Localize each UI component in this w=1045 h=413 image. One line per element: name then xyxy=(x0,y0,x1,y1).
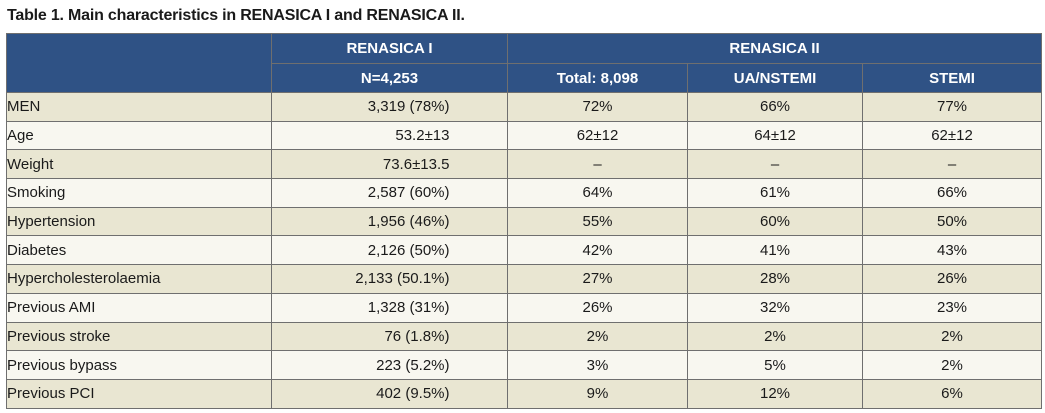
table-body: MEN 3,319 (78%) 72% 66% 77% Age 53.2±13 62±12 64… xyxy=(6,92,1043,409)
renasica-1-cell: 223 (5.2%) xyxy=(271,350,508,380)
renasica-1-value: 2,587 (60%) xyxy=(367,184,450,202)
header-stemi: STEMI xyxy=(861,63,1043,93)
stemi-cell: 66% xyxy=(861,178,1043,208)
renasica-1-value: 402 (9.5%) xyxy=(376,385,450,403)
ua-nstemi-cell: 12% xyxy=(687,378,863,409)
renasica-1-value: 53.2±13 xyxy=(395,127,450,145)
total-cell: 55% xyxy=(507,206,688,237)
stemi-cell: 62±12 xyxy=(861,120,1043,151)
header-ua-nstemi: UA/NSTEMI xyxy=(687,63,863,93)
row-label-cell: Hypertension xyxy=(6,206,272,237)
row-label-cell: Weight xyxy=(6,149,272,180)
renasica-1-cell: 1,956 (46%) xyxy=(271,206,508,237)
ua-nstemi-cell: 64±12 xyxy=(687,120,863,151)
ua-nstemi-cell: – xyxy=(687,149,863,180)
row-label-cell: Previous PCI xyxy=(6,378,272,409)
stemi-cell: 6% xyxy=(861,378,1043,409)
total-cell: 64% xyxy=(507,178,688,208)
renasica-1-value: 1,328 (31%) xyxy=(367,299,450,317)
renasica-1-value: 223 (5.2%) xyxy=(376,356,450,374)
header-row-subgroups: N=4,253 Total: 8,098 UA/NSTEMI STEMI xyxy=(7,63,1043,93)
renasica-1-value: 2,133 (50.1%) xyxy=(355,270,450,288)
ua-nstemi-cell: 66% xyxy=(687,92,863,122)
total-cell: 27% xyxy=(507,264,688,294)
renasica-1-cell: 3,319 (78%) xyxy=(271,92,508,122)
table-row: Hypertension 1,956 (46%) 55% 60% 50% xyxy=(6,206,1043,237)
renasica-1-value: 73.6±13.5 xyxy=(382,155,450,173)
renasica-1-cell: 76 (1.8%) xyxy=(271,321,508,352)
table-row: Age 53.2±13 62±12 64±12 62±12 xyxy=(6,120,1043,151)
row-label-cell: Age xyxy=(6,120,272,151)
stemi-cell: 26% xyxy=(861,264,1043,294)
header-renasica-1: RENASICA I xyxy=(271,33,508,64)
total-cell: 3% xyxy=(507,350,688,380)
header-renasica-2: RENASICA II xyxy=(506,33,1043,64)
table-row: Previous bypass 223 (5.2%) 3% 5% 2% xyxy=(6,350,1043,380)
renasica-1-cell: 1,328 (31%) xyxy=(271,292,508,323)
table-row: Smoking 2,587 (60%) 64% 61% 66% xyxy=(6,178,1043,208)
row-label-cell: Previous stroke xyxy=(6,321,272,352)
ua-nstemi-cell: 60% xyxy=(687,206,863,237)
ua-nstemi-cell: 2% xyxy=(687,321,863,352)
renasica-1-value: 76 (1.8%) xyxy=(384,327,450,345)
ua-nstemi-cell: 5% xyxy=(687,350,863,380)
row-label-cell: Smoking xyxy=(6,178,272,208)
ua-nstemi-cell: 41% xyxy=(687,235,863,266)
total-cell: 2% xyxy=(507,321,688,352)
renasica-1-cell: 53.2±13 xyxy=(271,120,508,151)
stemi-cell: 2% xyxy=(861,321,1043,352)
ua-nstemi-cell: 28% xyxy=(687,264,863,294)
table-row: Weight 73.6±13.5– – – xyxy=(6,149,1043,180)
renasica-1-cell: 402 (9.5%) xyxy=(271,378,508,409)
renasica-1-cell: 2,126 (50%) xyxy=(271,235,508,266)
total-cell: 62±12 xyxy=(507,120,688,151)
table-row: Previous stroke 76 (1.8%) 2% 2% 2% xyxy=(6,321,1043,352)
total-cell: 9% xyxy=(507,378,688,409)
ua-nstemi-cell: 61% xyxy=(687,178,863,208)
table-row: MEN 3,319 (78%) 72% 66% 77% xyxy=(6,92,1043,122)
row-label-cell: Previous AMI xyxy=(6,292,272,323)
renasica-1-value: 3,319 (78%) xyxy=(367,98,450,116)
renasica-1-cell: 2,587 (60%) xyxy=(271,178,508,208)
renasica-1-cell: 73.6±13.5 xyxy=(271,149,508,180)
total-cell: – xyxy=(507,149,688,180)
row-label-cell: Diabetes xyxy=(6,235,272,266)
row-label-cell: Hypercholesterolaemia xyxy=(6,264,272,294)
stemi-cell: – xyxy=(861,149,1043,180)
renasica-1-cell: 2,133 (50.1%) xyxy=(271,264,508,294)
header-row-groups: RENASICA I RENASICA II xyxy=(6,33,1043,93)
stemi-cell: 23% xyxy=(861,292,1043,323)
table-row: Hypercholesterolaemia 2,133 (50.1%) 27% 28%… xyxy=(6,264,1043,294)
ua-nstemi-cell: 32% xyxy=(687,292,863,323)
header-corner-cell xyxy=(6,33,272,93)
table-row: Previous PCI 402 (9.5%) 9% 12% 6% xyxy=(6,378,1043,409)
stemi-cell: 50% xyxy=(861,206,1043,237)
renasica-1-value: 2,126 (50%) xyxy=(367,241,450,259)
table-row: Diabetes 2,126 (50%) 42% 41% 43% xyxy=(6,235,1043,266)
total-cell: 26% xyxy=(507,292,688,323)
total-cell: 72% xyxy=(507,92,688,122)
stemi-cell: 2% xyxy=(861,350,1043,380)
header-n-renasica-1: N=4,253 xyxy=(271,63,508,93)
characteristics-table: RENASICA I RENASICA II N=4,253 Total: 8,… xyxy=(6,33,1043,409)
header-total: Total: 8,098 xyxy=(507,63,688,93)
stemi-cell: 43% xyxy=(861,235,1043,266)
row-label-cell: Previous bypass xyxy=(6,350,272,380)
renasica-1-value: 1,956 (46%) xyxy=(367,213,450,231)
total-cell: 42% xyxy=(507,235,688,266)
table-caption: Table 1. Main characteristics in RENASIC… xyxy=(7,7,465,24)
table-row: Previous AMI 1,328 (31%) 26% 32% 23% xyxy=(6,292,1043,323)
stemi-cell: 77% xyxy=(861,92,1043,122)
row-label-cell: MEN xyxy=(6,92,272,122)
